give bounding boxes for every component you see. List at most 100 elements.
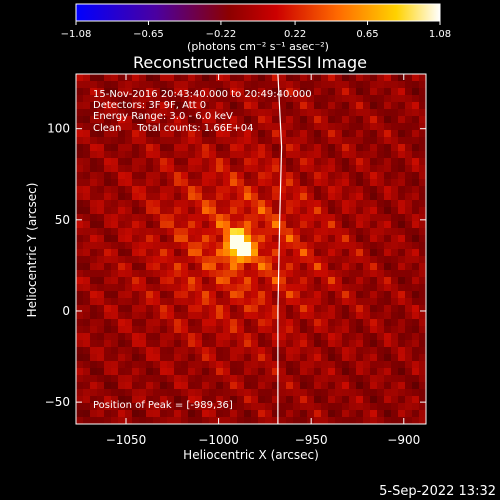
heatmap-cell [90, 417, 98, 425]
heatmap-cell [153, 284, 161, 292]
heatmap-cell [132, 403, 140, 411]
heatmap-cell [132, 277, 140, 285]
heatmap-cell [139, 207, 147, 215]
colorbar-unit-label: (photons cm⁻² s⁻¹ asec⁻²) [187, 40, 329, 53]
heatmap-cell [377, 193, 385, 201]
heatmap-cell [160, 291, 168, 299]
heatmap-cell [356, 270, 364, 278]
heatmap-cell [202, 277, 210, 285]
annotation-total-counts: Clean Total counts: 1.66E+04 [93, 123, 253, 134]
heatmap-cell [181, 144, 189, 152]
heatmap-cell [286, 291, 294, 299]
colorbar-ticks: −1.08 −0.65 −0.22 0.22 0.65 1.08 [61, 21, 451, 40]
heatmap-cell [125, 256, 133, 264]
heatmap-cell [293, 389, 301, 397]
heatmap-cell [202, 319, 210, 327]
heatmap-cell [370, 81, 378, 89]
heatmap-cell [391, 74, 399, 82]
heatmap-cell [349, 354, 357, 362]
heatmap-cell [398, 417, 406, 425]
heatmap-cell [328, 144, 336, 152]
heatmap-cell [300, 116, 308, 124]
heatmap-cell [293, 417, 301, 425]
heatmap-cell [272, 403, 280, 411]
heatmap-cell [195, 88, 203, 96]
heatmap-cell [286, 319, 294, 327]
heatmap-cell [223, 410, 231, 418]
heatmap-cell [223, 109, 231, 117]
heatmap-cell [223, 165, 231, 173]
heatmap-cell [321, 417, 329, 425]
heatmap-cell [244, 228, 252, 236]
heatmap-cell [293, 137, 301, 145]
heatmap-cell [300, 242, 308, 250]
heatmap-cell [321, 333, 329, 341]
heatmap-cell [90, 109, 98, 117]
heatmap-cell [125, 396, 133, 404]
heatmap-cell [328, 340, 336, 348]
heatmap-cell [300, 186, 308, 194]
heatmap-cell [356, 193, 364, 201]
heatmap-cell [167, 382, 175, 390]
heatmap-cell [279, 144, 287, 152]
heatmap-cell [356, 144, 364, 152]
heatmap-cell [307, 221, 315, 229]
heatmap-cell [146, 256, 154, 264]
heatmap-cell [398, 214, 406, 222]
heatmap-cell [258, 312, 266, 320]
heatmap-cell [370, 333, 378, 341]
heatmap-cell [181, 102, 189, 110]
heatmap-cell [97, 263, 105, 271]
heatmap-cell [167, 410, 175, 418]
heatmap-cell [202, 95, 210, 103]
heatmap-cell [223, 116, 231, 124]
heatmap-cell [258, 277, 266, 285]
heatmap-cell [342, 284, 350, 292]
heatmap-cell [363, 312, 371, 320]
heatmap-cell [265, 347, 273, 355]
heatmap-cell [391, 172, 399, 180]
heatmap-cell [90, 158, 98, 166]
heatmap-cell [209, 375, 217, 383]
heatmap-cell [419, 207, 427, 215]
heatmap-cell [118, 361, 126, 369]
heatmap-cell [160, 151, 168, 159]
heatmap-cell [342, 179, 350, 187]
heatmap-cells [76, 74, 427, 425]
heatmap-cell [223, 403, 231, 411]
heatmap-cell [363, 158, 371, 166]
heatmap-cell [104, 179, 112, 187]
heatmap-cell [384, 410, 392, 418]
heatmap-cell [111, 81, 119, 89]
heatmap-cell [398, 361, 406, 369]
heatmap-cell [251, 158, 259, 166]
heatmap-cell [349, 305, 357, 313]
heatmap-cell [398, 319, 406, 327]
heatmap-cell [314, 235, 322, 243]
heatmap-cell [349, 221, 357, 229]
heatmap-cell [139, 347, 147, 355]
heatmap-cell [279, 389, 287, 397]
heatmap-cell [293, 186, 301, 194]
heatmap-cell [398, 256, 406, 264]
heatmap-cell [293, 347, 301, 355]
heatmap-cell [97, 130, 105, 138]
heatmap-cell [419, 319, 427, 327]
heatmap-cell [412, 368, 420, 376]
heatmap-cell [349, 235, 357, 243]
heatmap-cell [321, 130, 329, 138]
heatmap-cell [132, 165, 140, 173]
heatmap-cell [356, 235, 364, 243]
heatmap-cell [265, 312, 273, 320]
heatmap-cell [139, 361, 147, 369]
heatmap-cell [405, 417, 413, 425]
heatmap-cell [398, 249, 406, 257]
heatmap-cell [251, 291, 259, 299]
heatmap-cell [342, 235, 350, 243]
heatmap-cell [342, 102, 350, 110]
heatmap-cell [83, 214, 91, 222]
heatmap-cell [391, 165, 399, 173]
heatmap-cell [83, 130, 91, 138]
heatmap-cell [188, 410, 196, 418]
heatmap-cell [272, 326, 280, 334]
